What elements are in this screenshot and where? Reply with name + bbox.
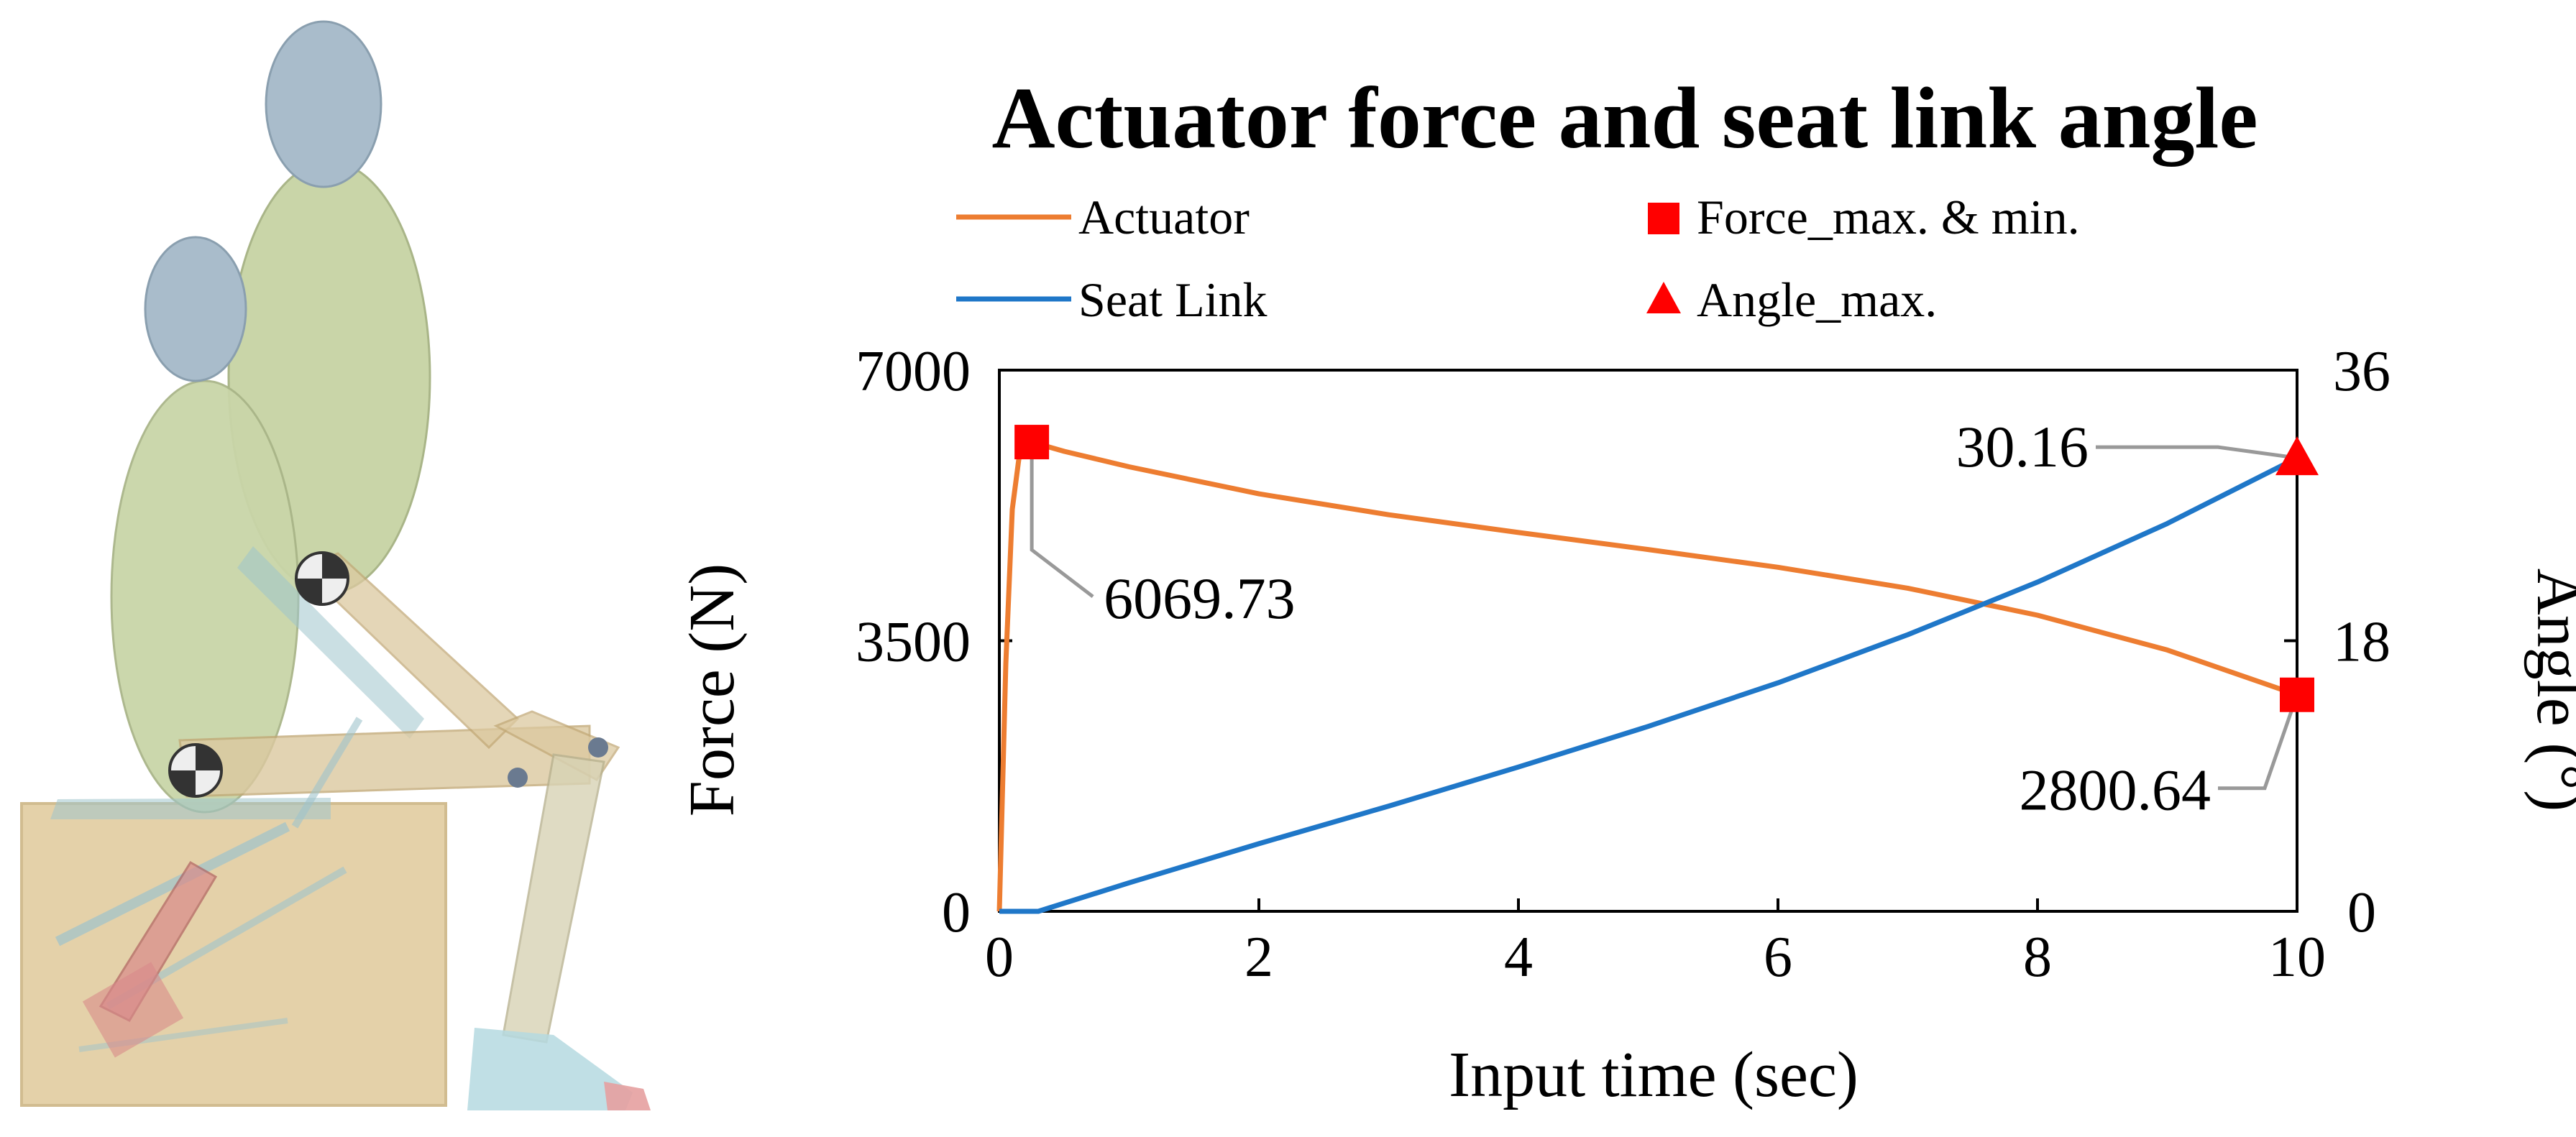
annotation-leader — [1030, 442, 1094, 599]
annotation-leader — [2096, 445, 2298, 460]
actuator-base — [82, 962, 184, 1058]
y-axis-label-left: Force (N) — [677, 563, 748, 816]
legend: Actuator Seat Link Force_max. & min. Ang… — [956, 190, 2080, 327]
x-axis-label: Input time (sec) — [1449, 1039, 1858, 1110]
back-head — [265, 20, 382, 188]
hip-joint — [168, 743, 223, 798]
y-left-tick-label: 3500 — [856, 611, 971, 674]
x-tick-label: 8 — [2023, 926, 2052, 989]
linkage-rod — [291, 717, 363, 829]
annotation-leader — [2218, 694, 2299, 791]
y-right-tick-label: 36 — [2333, 340, 2391, 403]
legend-item-angle-marker: Angle_max. — [1646, 272, 1937, 327]
shoulder-joint — [295, 551, 349, 606]
y-left-tick-label: 7000 — [856, 340, 971, 403]
series-line-actuator — [996, 439, 2298, 912]
seated-human-model-with-seat-linkage-icon — [20, 20, 651, 1110]
svg-text:Angle_max.: Angle_max. — [1697, 272, 1937, 327]
svg-text:Force_max. & min.: Force_max. & min. — [1697, 190, 2080, 244]
toe — [604, 1082, 651, 1110]
y-right-tick-label: 18 — [2333, 611, 2391, 674]
series-line-seat-link — [999, 456, 2298, 914]
seat-link — [50, 798, 331, 819]
x-tick-label: 4 — [1504, 926, 1533, 989]
foot — [467, 1028, 633, 1110]
plot-area: 0 2 4 6 8 10 0 3500 7000 0 18 36 6069.73 2800.64 30.16 — [856, 340, 2391, 989]
annotation-force-min: 2800.64 — [2020, 758, 2211, 823]
knee-joint — [508, 768, 528, 788]
force-marker-square — [1014, 425, 1050, 460]
plot-frame — [998, 369, 2298, 913]
y-left-tick-label: 0 — [942, 881, 971, 944]
chart-title: Actuator force and seat link angle — [991, 70, 2258, 167]
legend-item-seat-link: Seat Link — [956, 272, 1268, 327]
y-right-tick-label: 0 — [2347, 881, 2376, 944]
linkage-rod — [55, 821, 290, 947]
x-tick-label: 0 — [985, 926, 1014, 989]
front-head — [144, 236, 247, 382]
x-tick-label: 2 — [1245, 926, 1273, 989]
wrist-joint — [588, 737, 608, 758]
legend-item-actuator: Actuator — [956, 190, 1250, 244]
x-tick-label: 10 — [2268, 926, 2326, 989]
force-marker-square — [2280, 677, 2314, 712]
annotation-force-max: 6069.73 — [1104, 566, 1296, 631]
legend-item-force-markers: Force_max. & min. — [1648, 190, 2080, 244]
x-tick-label: 6 — [1764, 926, 1792, 989]
annotation-angle-max: 30.16 — [1956, 414, 2089, 479]
y-axis-label-right: Angle (°) — [2524, 568, 2576, 811]
angle-marker-triangle — [2275, 436, 2319, 476]
backrest-link — [237, 546, 424, 739]
svg-text:Actuator: Actuator — [1078, 190, 1250, 244]
svg-text:Seat Link: Seat Link — [1078, 272, 1268, 327]
